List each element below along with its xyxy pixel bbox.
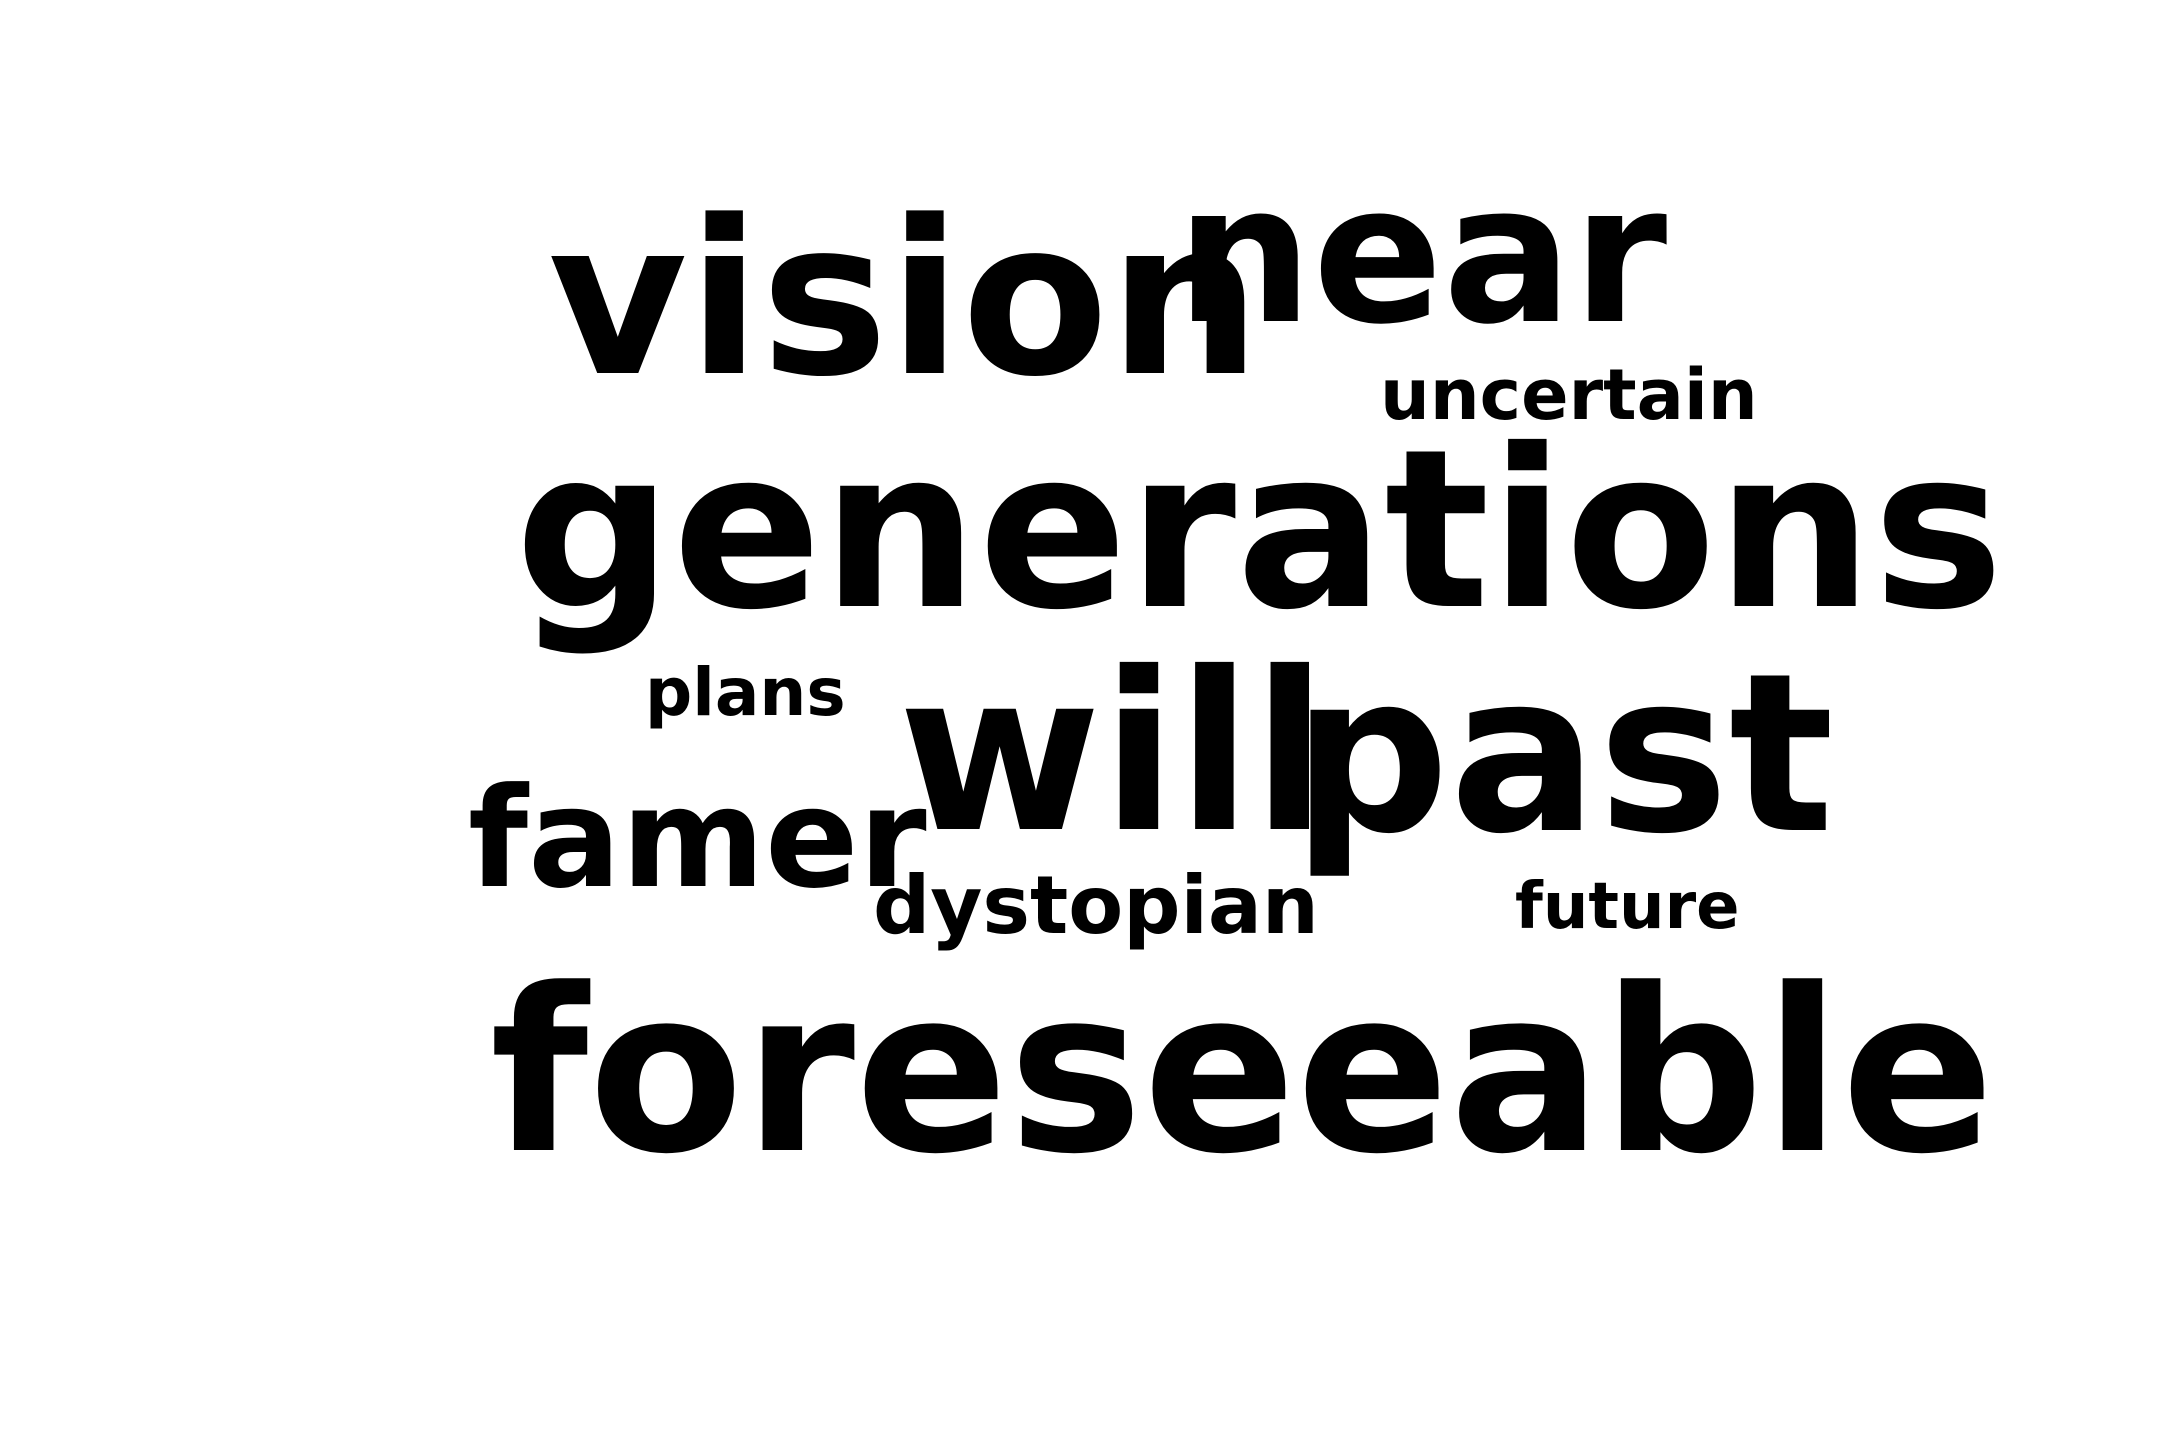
word-foreseeable: foreseeable: [490, 941, 1995, 1204]
word-near: near: [1176, 144, 1668, 367]
word-past: past: [1292, 626, 1835, 882]
word-future: future: [1515, 870, 1740, 944]
word-generations: generations: [515, 402, 2004, 658]
word-famer: famer: [468, 758, 927, 919]
word-plans: plans: [645, 654, 846, 731]
word-vision: vision: [548, 175, 1261, 424]
word-uncertain: uncertain: [1380, 354, 1758, 436]
word-dystopian: dystopian: [873, 859, 1319, 952]
word-will: will: [898, 625, 1328, 881]
